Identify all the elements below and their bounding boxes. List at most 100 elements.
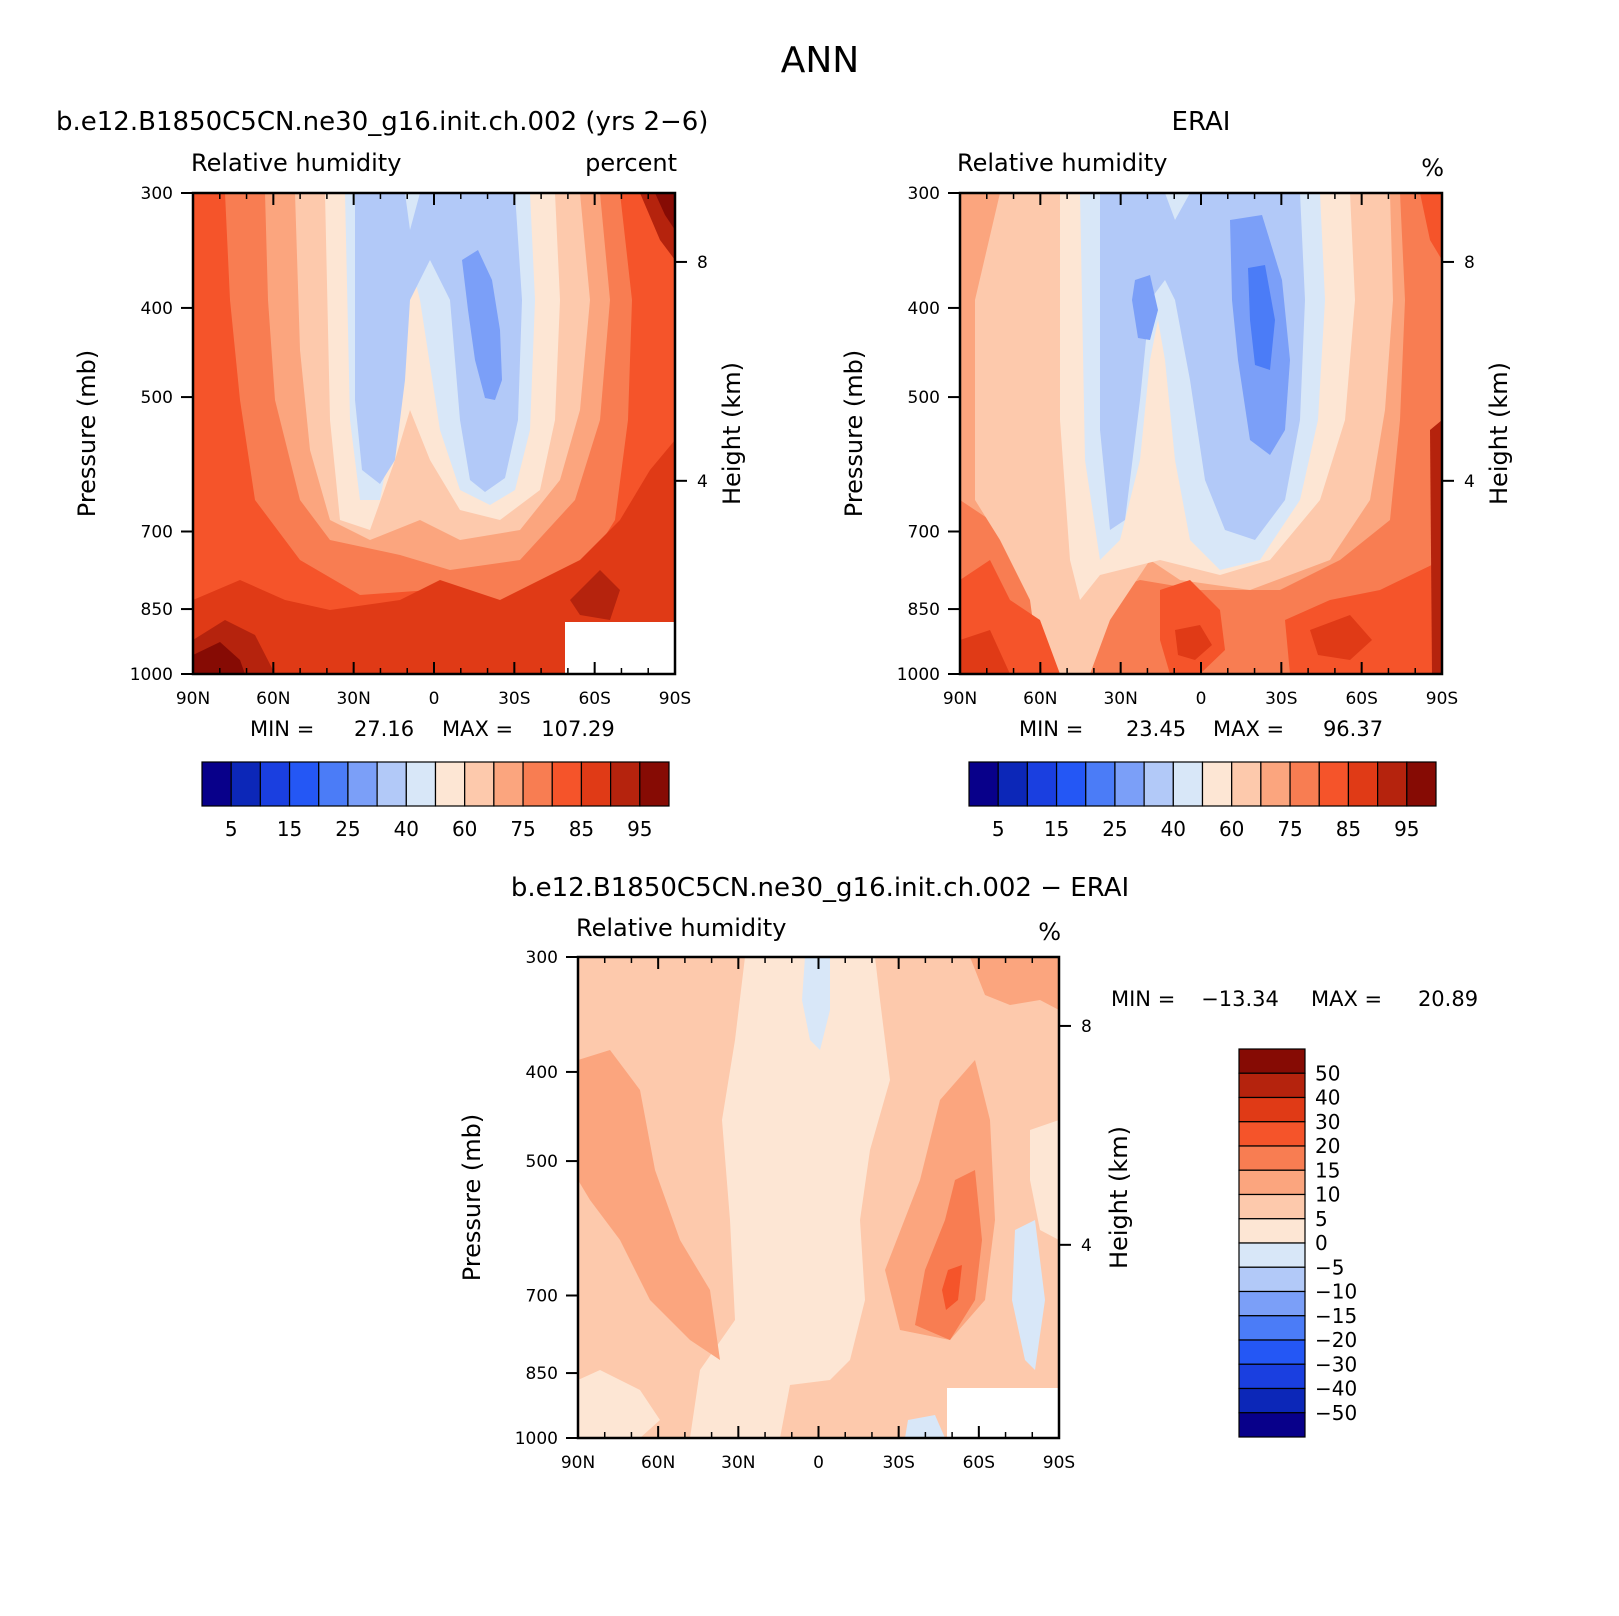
x-tick-label: 60N [256, 689, 290, 709]
rh-level-25-30-north [1132, 275, 1158, 340]
y-tick-label: 700 [141, 523, 173, 543]
panel-obs-max-label: MAX = [1213, 717, 1284, 741]
colorbar-box [318, 761, 349, 807]
colorbar-box [230, 761, 261, 807]
y-tick-label: 1000 [515, 1429, 558, 1449]
y-right-tick-label: 8 [697, 253, 708, 273]
x-tick-label: 30S [1265, 689, 1297, 709]
colorbar-label: 10 [1315, 1183, 1340, 1207]
panel-model: b.e12.B1850C5CN.ne30_g16.init.ch.002 (yr… [56, 107, 746, 841]
y-axis-label: Pressure (mb) [458, 1114, 486, 1281]
rh-level-85-90-tropics [1175, 625, 1212, 660]
x-tick-label: 30N [1103, 689, 1137, 709]
x-tick-label: 30S [498, 689, 530, 709]
panel-diff-axes: 90N 60N 30N 0 30S 60S 90S 300 400 500 700 850 1000 8 4… [458, 948, 1133, 1473]
colorbar-label: −15 [1315, 1304, 1357, 1328]
x-tick-label: 0 [1196, 689, 1207, 709]
colorbar-box [1238, 1072, 1306, 1099]
colorbar-label: 95 [1394, 817, 1419, 841]
colorbar-box [1238, 1315, 1306, 1341]
panel-diff-contour-fill [578, 957, 1059, 1438]
panel-model-axes: 90N 60N 30N 0 30S 60S 90S 300 400 500 700 850 1000 8 4… [73, 184, 746, 709]
panel-model-units: percent [585, 149, 677, 177]
diff-level-15-20 [915, 1170, 982, 1340]
colorbar-label: −30 [1315, 1352, 1357, 1376]
y-right-tick-label: 8 [1081, 1017, 1092, 1037]
rh-level-95-up [193, 642, 245, 674]
colorbar-label: 5 [1315, 1207, 1328, 1231]
colorbar-label: 40 [394, 817, 419, 841]
colorbar-box [1347, 761, 1379, 807]
x-tick-label: 90N [176, 689, 210, 709]
x-tick-label: 90N [561, 1453, 595, 1473]
colorbar-box [1238, 1145, 1306, 1171]
colorbar-box [1260, 761, 1291, 807]
y-right-tick-label: 4 [1081, 1236, 1092, 1256]
x-tick-label: 30S [882, 1453, 914, 1473]
colorbar-box [997, 761, 1028, 807]
colorbar-label: −20 [1315, 1328, 1357, 1352]
panel-diff-case-title: b.e12.B1850C5CN.ne30_g16.init.ch.002 − E… [511, 873, 1129, 903]
rh-level-85-90-south [1310, 615, 1372, 660]
colorbar-box [1055, 761, 1087, 807]
colorbar-box [259, 761, 291, 807]
y-tick-label: 500 [908, 388, 940, 408]
y-axis-label: Pressure (mb) [840, 350, 868, 517]
colorbar-box [1406, 761, 1437, 807]
colorbar-box [376, 761, 407, 807]
panel-obs-case-title: ERAI [1172, 107, 1231, 137]
colorbar-label: 25 [335, 817, 360, 841]
colorbar-box [1238, 1096, 1306, 1123]
panel-diff-max-value: 20.89 [1418, 987, 1478, 1011]
colorbar-box [580, 761, 612, 807]
diff-level-neg5-0 [802, 957, 830, 1050]
x-tick-label: 60S [578, 689, 610, 709]
panel-diff-min-label: MIN = [1111, 987, 1175, 1011]
rh-level-20-25 [1248, 265, 1275, 370]
colorbar-box [1238, 1169, 1306, 1196]
y-tick-label: 700 [908, 523, 940, 543]
colorbar-box [1143, 761, 1174, 807]
panel-obs-left-string: Relative humidity [957, 149, 1167, 177]
panel-model-min-value: 27.16 [354, 717, 414, 741]
colorbar-box [1026, 761, 1058, 807]
y-tick-label: 1000 [897, 665, 940, 685]
x-tick-label: 0 [429, 689, 440, 709]
panel-diff-max-label: MAX = [1311, 987, 1382, 1011]
diff-level-20-30 [942, 1265, 962, 1310]
colorbar-label: 75 [510, 817, 535, 841]
colorbar-label: 20 [1315, 1134, 1340, 1158]
panel-obs: ERAI Relative humidity % 90N 60N 30N 0 30S 60… [840, 107, 1513, 841]
colorbar-label: −50 [1315, 1401, 1357, 1425]
y-tick-label: 1000 [130, 665, 173, 685]
x-tick-label: 30N [336, 689, 370, 709]
panel-model-left-string: Relative humidity [191, 149, 401, 177]
y-tick-label: 300 [141, 184, 173, 204]
colorbar-label: −10 [1315, 1280, 1357, 1304]
diff-level-0-5-north [578, 1370, 660, 1438]
colorbar-label: −5 [1315, 1255, 1344, 1279]
panel-model-min-label: MIN = [250, 717, 314, 741]
colorbar-label: 30 [1315, 1110, 1340, 1134]
colorbar-label: 15 [277, 817, 302, 841]
colorbar-label: 85 [569, 817, 594, 841]
colorbar-box [1238, 1412, 1306, 1438]
panel-obs-contour-fill [960, 193, 1442, 674]
y-tick-label: 400 [526, 1063, 558, 1083]
y-right-tick-label: 4 [1464, 472, 1475, 492]
y-tick-label: 400 [908, 299, 940, 319]
panel-obs-min-value: 23.45 [1126, 717, 1186, 741]
figure-title: ANN [781, 40, 860, 81]
colorbar-box [1238, 1363, 1306, 1390]
rh-level-25-30 [462, 250, 502, 400]
colorbar-label: 40 [1161, 817, 1186, 841]
diff-level-0-5 [690, 957, 890, 1438]
colorbar-box [347, 761, 378, 807]
y-axis-label: Pressure (mb) [73, 350, 101, 517]
x-tick-label: 60S [1345, 689, 1377, 709]
colorbar-label: 15 [1044, 817, 1069, 841]
diff-level-neg5-0-bottom [905, 1415, 945, 1438]
colorbar-label: 15 [1315, 1158, 1340, 1182]
y-tick-label: 850 [141, 600, 173, 620]
